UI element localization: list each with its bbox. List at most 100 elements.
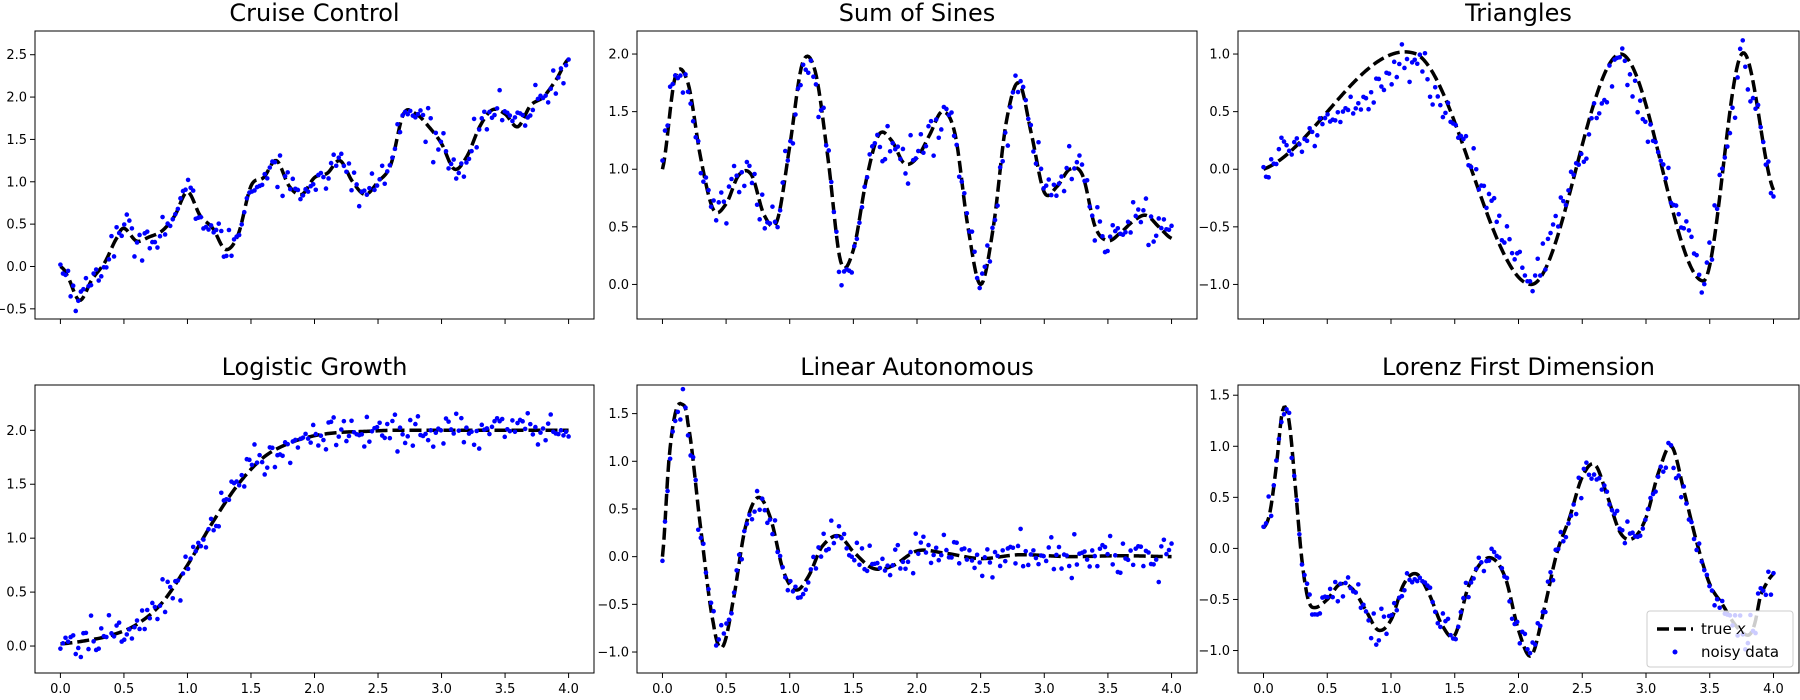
noisy-data-point	[660, 158, 665, 163]
noisy-data-point	[823, 143, 829, 148]
noisy-data-point	[1635, 109, 1640, 115]
x-tick-label: 1.0	[177, 682, 198, 697]
noisy-data-point	[872, 140, 878, 146]
noisy-data-point	[1735, 75, 1740, 80]
noisy-data-point	[1661, 162, 1666, 167]
noisy-data-point	[782, 148, 788, 154]
noisy-data-point	[1151, 239, 1156, 244]
noisy-data-point	[1389, 82, 1394, 87]
noisy-data-point	[672, 418, 678, 424]
noisy-data-point	[1286, 410, 1292, 416]
noisy-data-point	[1089, 213, 1095, 219]
noisy-data-point	[959, 179, 965, 184]
noisy-data-point	[979, 271, 985, 276]
noisy-data-point	[1535, 256, 1541, 262]
noisy-data-point	[1581, 466, 1587, 472]
noisy-data-point	[1584, 460, 1589, 465]
noisy-data-point	[908, 132, 913, 138]
noisy-data-point	[759, 192, 765, 197]
noisy-data-point	[683, 405, 688, 410]
noisy-data-point	[384, 421, 390, 427]
noisy-data-point	[928, 118, 934, 124]
noisy-data-point	[206, 227, 211, 232]
noisy-data-point	[413, 421, 418, 427]
noisy-data-point	[951, 133, 957, 139]
noisy-data-point	[736, 189, 742, 195]
y-tick-label: 0.5	[1209, 105, 1230, 120]
noisy-data-point	[964, 211, 970, 216]
noisy-data-point	[1043, 183, 1049, 188]
noisy-data-point	[1261, 164, 1266, 170]
noisy-data-point	[1537, 273, 1543, 278]
noisy-data-point	[1707, 240, 1712, 245]
noisy-data-point	[1153, 557, 1159, 562]
noisy-data-point	[1771, 194, 1776, 199]
noisy-data-point	[106, 257, 112, 262]
noisy-data-point	[487, 431, 492, 437]
noisy-data-point	[436, 147, 441, 152]
noisy-data-point	[1512, 257, 1517, 262]
noisy-data-point	[1643, 119, 1648, 125]
noisy-data-point	[759, 496, 765, 502]
noisy-data-point	[362, 444, 367, 449]
plot-area	[1261, 38, 1776, 295]
noisy-data-point	[1072, 166, 1077, 171]
noisy-data-point	[1376, 76, 1382, 82]
noisy-data-point	[510, 418, 515, 423]
noisy-data-point	[1404, 571, 1410, 576]
noisy-data-point	[1466, 594, 1471, 600]
subplot-4: Logistic Growth 0.0 0.5 1.0 1.5 2.0 0.0 0.5 1.0 1…	[6, 353, 595, 697]
noisy-data-point	[479, 116, 485, 121]
noisy-data-point	[157, 233, 163, 239]
noisy-data-point	[1709, 588, 1715, 593]
y-tick-label: 0.5	[608, 502, 629, 517]
noisy-data-point	[1555, 224, 1561, 229]
x-tick-label: 3.0	[1034, 682, 1055, 697]
y-tick-label: 0.0	[1209, 163, 1230, 178]
noisy-data-point	[900, 559, 906, 565]
noisy-data-point	[1550, 222, 1556, 227]
noisy-data-point	[367, 185, 372, 191]
noisy-data-point	[1025, 116, 1031, 122]
noisy-data-point	[152, 604, 158, 610]
x-tick-label: 4.0	[1161, 682, 1182, 697]
noisy-data-point	[790, 141, 796, 146]
noisy-data-point	[464, 160, 469, 165]
x-tick-label: 2.5	[1572, 682, 1593, 697]
noisy-data-point	[754, 488, 760, 494]
noisy-data-point	[1486, 558, 1492, 563]
noisy-data-point	[818, 554, 824, 559]
noisy-data-point	[415, 414, 421, 419]
noisy-data-point	[826, 148, 832, 153]
noisy-data-point	[739, 170, 745, 175]
subplot-1: Cruise Control −0.5 0.0 0.5 1.0 1.5 2.0 2.5	[0, 0, 595, 324]
noisy-data-point	[1427, 585, 1433, 591]
noisy-data-point	[734, 173, 739, 178]
noisy-data-point	[793, 584, 798, 590]
noisy-data-point	[711, 198, 716, 203]
noisy-data-point	[1309, 129, 1315, 135]
noisy-data-point	[262, 171, 268, 177]
noisy-data-point	[1743, 64, 1748, 70]
noisy-data-point	[1586, 132, 1592, 137]
noisy-data-point	[805, 70, 811, 76]
noisy-data-point	[479, 422, 485, 428]
noisy-data-point	[816, 114, 821, 120]
noisy-data-point	[936, 557, 942, 563]
noisy-data-point	[1766, 569, 1771, 575]
noisy-data-point	[425, 437, 431, 443]
noisy-data-point	[1138, 544, 1144, 549]
noisy-data-point	[474, 145, 479, 150]
noisy-data-point	[826, 546, 832, 552]
noisy-data-point	[349, 418, 354, 424]
noisy-data-point	[474, 428, 479, 434]
noisy-data-point	[116, 620, 122, 625]
noisy-data-point	[487, 109, 492, 115]
noisy-data-point	[1366, 106, 1371, 112]
noisy-data-point	[1371, 100, 1376, 105]
noisy-data-point	[1394, 607, 1400, 613]
noisy-data-point	[1476, 187, 1482, 192]
noisy-data-point	[1340, 594, 1346, 599]
noisy-data-point	[1112, 553, 1118, 558]
noisy-data-point	[259, 459, 265, 465]
